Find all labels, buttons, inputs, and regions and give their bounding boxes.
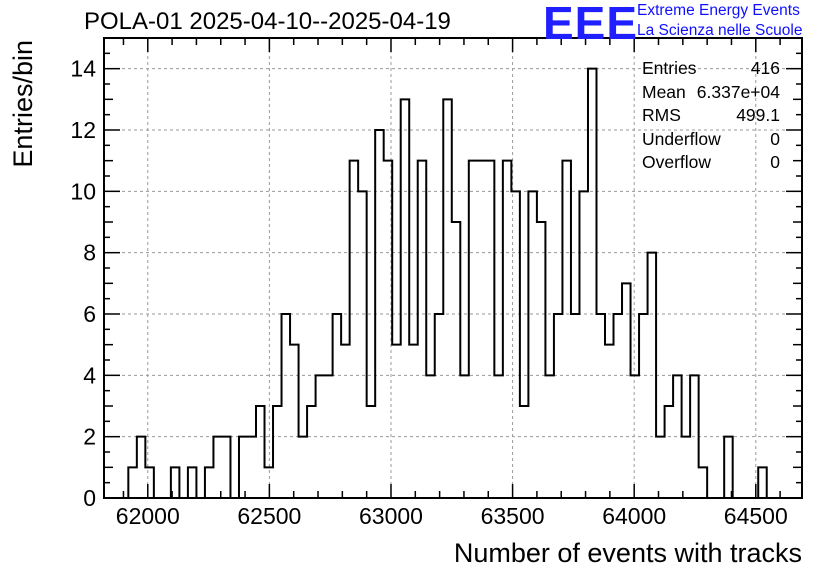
stat-overflow: Overflow 0 — [642, 152, 780, 176]
x-tick-label-62500: 62500 — [237, 503, 301, 529]
stat-underflow-value: 0 — [770, 128, 780, 149]
y-tick-label-12: 12 — [70, 117, 96, 143]
x-tick-label-64000: 64000 — [602, 503, 666, 529]
stat-mean-value: 6.337e+04 — [696, 81, 780, 102]
y-tick-labels: 0 2 4 6 8 10 12 14 — [70, 56, 96, 511]
y-tick-label-8: 8 — [83, 240, 96, 266]
x-tick-label-64500: 64500 — [724, 503, 788, 529]
stat-mean: Mean 6.337e+04 — [642, 82, 780, 106]
stat-underflow: Underflow 0 — [642, 129, 780, 153]
stat-rms: RMS 499.1 — [642, 105, 780, 129]
x-axis-label: Number of events with tracks — [454, 538, 802, 568]
x-tick-label-62000: 62000 — [116, 503, 180, 529]
stat-rms-key: RMS — [642, 105, 681, 126]
y-tick-label-14: 14 — [70, 56, 96, 82]
logo-line-1: Extreme Energy Events — [637, 2, 800, 19]
stat-overflow-key: Overflow — [642, 152, 712, 173]
y-tick-label-4: 4 — [83, 362, 96, 388]
y-tick-label-0: 0 — [83, 485, 96, 511]
logo-line-2: La Scienza nelle Scuole — [637, 22, 803, 39]
y-tick-label-10: 10 — [70, 178, 96, 204]
x-tick-labels: 62000 62500 63000 63500 64000 64500 — [116, 503, 788, 529]
stat-overflow-value: 0 — [770, 152, 780, 173]
stat-entries: Entries 416 — [642, 58, 780, 82]
x-tick-label-63500: 63500 — [481, 503, 545, 529]
stat-underflow-key: Underflow — [642, 128, 721, 149]
y-tick-label-2: 2 — [83, 424, 96, 450]
eee-logo: EEE — [543, 0, 639, 49]
stats-box: Entries 416 Mean 6.337e+04 RMS 499.1 Und… — [642, 58, 780, 176]
y-tick-label-6: 6 — [83, 301, 96, 327]
stat-rms-value: 499.1 — [736, 105, 780, 126]
stat-entries-key: Entries — [642, 58, 697, 78]
axis-ticks — [104, 37, 802, 499]
stat-mean-key: Mean — [642, 81, 686, 102]
y-axis-label: Entries/bin — [8, 40, 38, 168]
stat-entries-value: 416 — [750, 58, 780, 78]
x-tick-label-63000: 63000 — [359, 503, 423, 529]
chart-title: POLA-01 2025-04-10--2025-04-19 — [84, 8, 451, 35]
